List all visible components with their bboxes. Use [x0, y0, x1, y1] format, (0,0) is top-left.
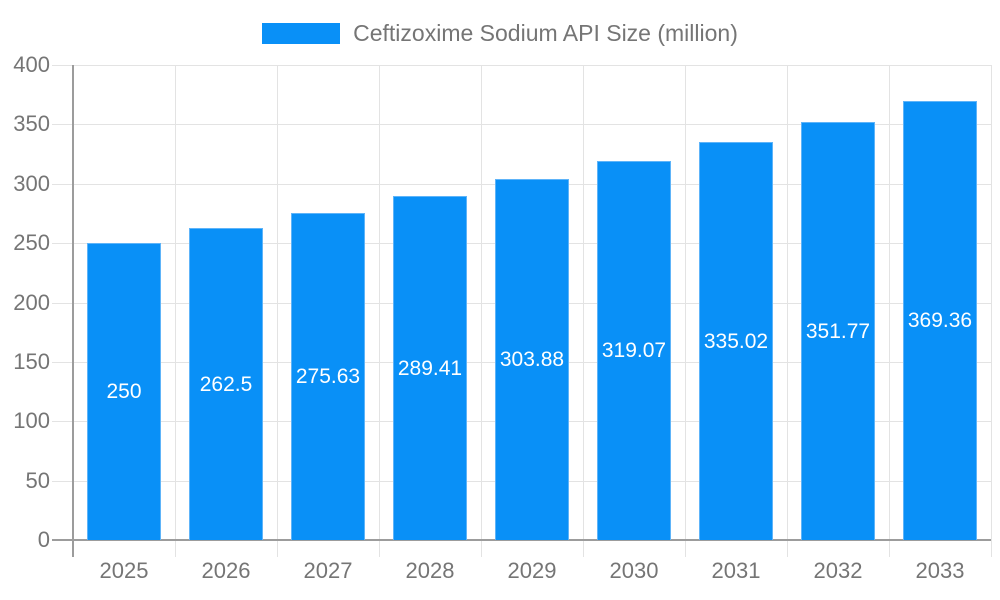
x-tick-label: 2029	[507, 558, 557, 583]
gridline-vertical	[481, 65, 482, 557]
x-axis-line	[52, 539, 991, 541]
gridline-vertical	[583, 65, 584, 557]
y-tick-label: 200	[13, 290, 50, 315]
bar-2029[interactable]: 303.88	[495, 179, 569, 540]
y-tick-label: 50	[25, 468, 50, 493]
x-tick-label: 2027	[303, 558, 353, 583]
legend-swatch-icon	[262, 22, 341, 44]
x-tick-label: 2032	[813, 558, 863, 583]
bar-value-label: 303.88	[499, 348, 565, 371]
bar-2032[interactable]: 351.77	[801, 122, 875, 540]
x-tick-label: 2031	[711, 558, 761, 583]
bar-2031[interactable]: 335.02	[699, 142, 773, 540]
gridline-vertical	[787, 65, 788, 557]
y-axis-line	[72, 65, 74, 557]
x-tick-label: 2028	[405, 558, 455, 583]
gridline-horizontal	[52, 124, 991, 125]
bar-2027[interactable]: 275.63	[291, 213, 365, 540]
legend-label: Ceftizoxime Sodium API Size (million)	[353, 19, 738, 46]
bar-value-label: 275.63	[295, 365, 361, 388]
gridline-vertical	[889, 65, 890, 557]
gridline-vertical	[379, 65, 380, 557]
bar-2030[interactable]: 319.07	[597, 161, 671, 540]
gridline-vertical	[991, 65, 992, 557]
y-tick-label: 400	[13, 52, 50, 77]
y-tick-label: 250	[13, 230, 50, 255]
bar-value-label: 289.41	[397, 356, 463, 380]
bar-value-label: 335.02	[703, 329, 769, 353]
bar-value-label: 262.5	[199, 372, 253, 396]
y-tick-label: 300	[13, 171, 50, 196]
x-tick-label: 2030	[609, 558, 659, 583]
legend[interactable]: Ceftizoxime Sodium API Size (million)	[0, 20, 1000, 46]
bar-2025[interactable]: 250	[87, 243, 161, 540]
y-tick-label: 100	[13, 408, 50, 433]
bar-value-label: 351.77	[805, 319, 871, 343]
bar-value-label: 319.07	[601, 339, 667, 362]
x-tick-label: 2033	[915, 558, 965, 583]
gridline-horizontal	[52, 65, 991, 66]
gridline-vertical	[277, 65, 278, 557]
x-tick-label: 2025	[99, 558, 149, 583]
bar-2028[interactable]: 289.41	[393, 196, 467, 540]
gridline-vertical	[685, 65, 686, 557]
bar-value-label: 369.36	[907, 309, 973, 332]
y-tick-label: 350	[13, 111, 50, 136]
x-tick-label: 2026	[201, 558, 251, 583]
y-tick-label: 0	[37, 527, 50, 552]
bar-2026[interactable]: 262.5	[189, 228, 263, 540]
bar-2033[interactable]: 369.36	[903, 101, 977, 540]
bar-value-label: 250	[106, 380, 142, 403]
gridline-vertical	[175, 65, 176, 557]
y-tick-label: 150	[13, 349, 50, 374]
